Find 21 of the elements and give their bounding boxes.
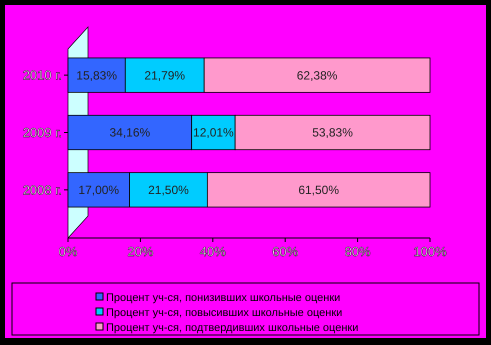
data-label: 15,83% (76, 68, 118, 82)
data-label: 62,38% (296, 68, 338, 82)
legend-label: Процент уч-ся, подтвердивших школьные оценки (106, 322, 358, 334)
x-tick-label: 40% (200, 244, 226, 259)
data-label: 21,50% (148, 183, 190, 198)
legend-label: Процент уч-ся, повысивших школьные оценки (106, 306, 342, 319)
data-label: 53,83% (312, 126, 354, 140)
y-tick-label: 2008 г. (22, 182, 62, 198)
y-tick-label: 2009 г. (22, 125, 62, 140)
x-tick-label: 60% (272, 244, 299, 259)
data-label: 17,00% (78, 183, 120, 198)
x-tick-label: 0% (58, 244, 78, 259)
data-label: 21,79% (144, 68, 186, 82)
legend-label: Процент уч-ся, понизивших школьные оценки (106, 292, 340, 304)
x-tick-label: 80% (344, 244, 372, 259)
x-tick-label: 20% (127, 244, 154, 259)
y-tick-label: 2010 г. (22, 68, 62, 83)
x-tick-label: 100% (413, 244, 448, 259)
data-label: 12,01% (193, 126, 234, 140)
data-label: 61,50% (298, 183, 340, 198)
data-label: 34,16% (109, 126, 151, 140)
